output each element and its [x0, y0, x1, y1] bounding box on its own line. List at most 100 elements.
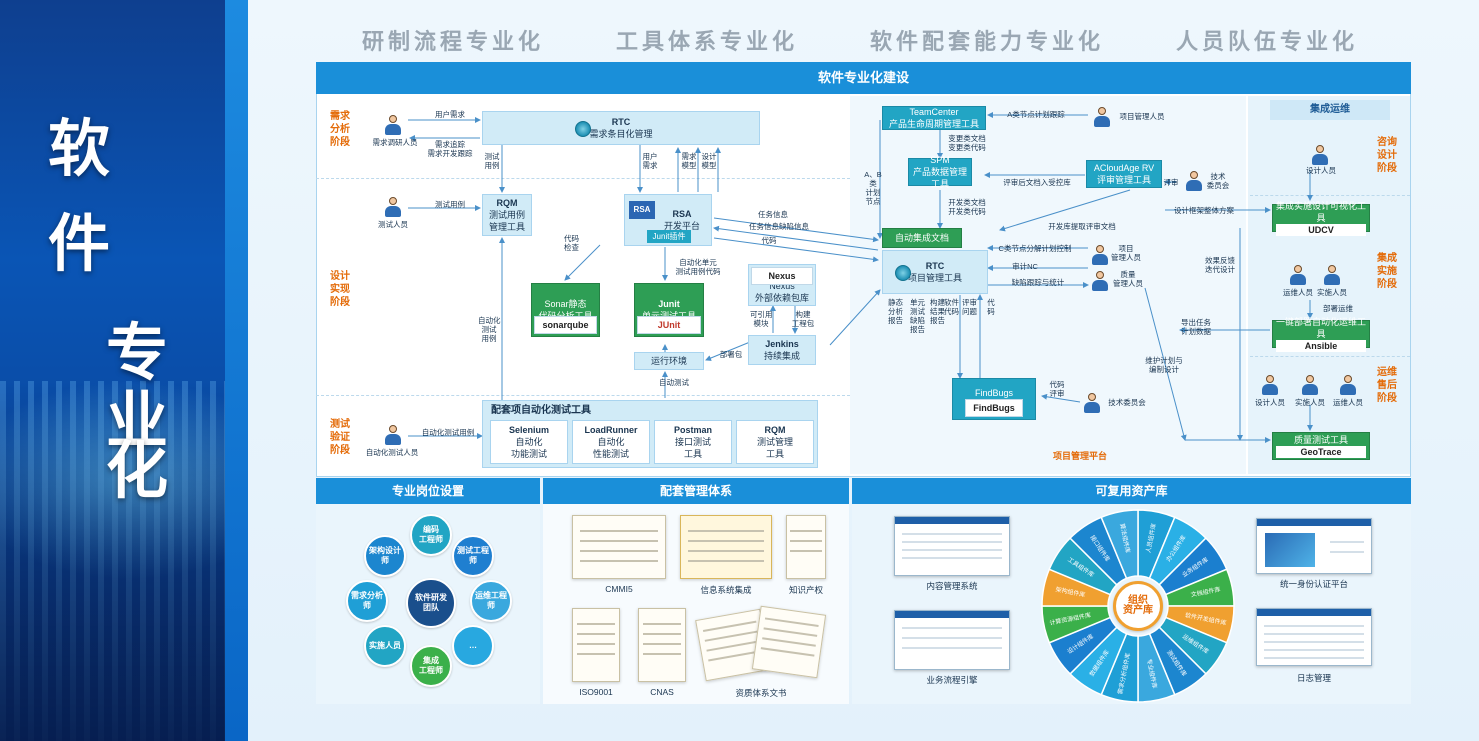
stage-ops-maint: 运维 售后 阶段 — [1377, 367, 1397, 404]
aclouage-subtitle: 评审管理工具 — [1096, 175, 1151, 185]
note-pkg-res: 构建 结果 报告 — [930, 298, 945, 325]
caption-integration: 信息系统集成 — [700, 585, 752, 595]
person-icon — [1090, 270, 1110, 292]
rqm-title: RQM — [496, 198, 518, 208]
stage-req: 需求 分析 阶段 — [330, 111, 350, 148]
ansible-title: 一键部署自动化运维工具 — [1275, 317, 1366, 339]
ansible-box: 一键部署自动化运维工具 Ansible — [1272, 317, 1370, 352]
rtc-req-box: RTC 需求条目化管理 — [482, 111, 760, 145]
tool-sub1: 自动化 — [515, 437, 543, 447]
person-icon — [383, 114, 403, 136]
loadrunner-tool: LoadRunner 自动化 性能测试 — [572, 420, 650, 464]
title-char-4: 业 — [106, 384, 169, 457]
asset-wheel-segment — [1100, 509, 1139, 580]
teamcenter-title: TeamCenter — [909, 107, 959, 117]
rqm-line2: 测试用例 — [488, 210, 525, 220]
tool-sub2: 功能测试 — [510, 449, 547, 459]
caption-system-docs: 资质体系文书 — [735, 688, 787, 698]
postman-tool: Postman 接口测试 工具 — [654, 420, 732, 464]
person-icon — [1310, 144, 1330, 166]
rqm-tool: RQM 测试管理 工具 — [736, 420, 814, 464]
slogan-3: 软件配套能力专业化 — [870, 29, 1105, 55]
note-auto-case: 自动化 测试 用例 — [478, 316, 501, 343]
person-icon — [1288, 264, 1308, 286]
label-quality: 质量 管理人员 — [1113, 270, 1143, 288]
note-ab-plan: A、B 类 计划 节点 — [864, 170, 882, 206]
note-static-analysis: 静态 分析 报告 — [888, 298, 903, 325]
nexus-box: Nexus Nexus 外部依赖包库 — [748, 264, 816, 306]
caption-cmmi: CMMI5 — [605, 584, 633, 594]
junit-logo: JUnit — [637, 316, 701, 334]
divider-ops2 — [1250, 356, 1410, 357]
note-deploy-ops: 部署运维 — [1323, 304, 1353, 313]
title-char-2: 件 — [48, 207, 111, 280]
sonarqube-logo: sonarqube — [534, 316, 597, 334]
nexus-title: Nexus — [769, 281, 795, 291]
note-code-r: 代码 — [987, 298, 995, 316]
iso-certificate — [572, 608, 620, 682]
label-tech-committee2: 技术委员会 — [1108, 398, 1146, 407]
divider-test — [316, 395, 850, 396]
findbugs-logo: FindBugs — [965, 399, 1023, 417]
note-code-check: 代码 检查 — [564, 234, 579, 252]
person-icon — [1300, 374, 1320, 396]
note-user-req: 用户需求 — [435, 110, 465, 119]
label-m-maintainer: 运维人员 — [1333, 398, 1363, 407]
tool-sub1: 测试管理 — [756, 437, 793, 447]
note-review-doc: 评审后文档入受控库 — [1003, 178, 1071, 187]
caption-iso: ISO9001 — [579, 687, 613, 697]
note-design-plan: 设计框架整体方案 — [1174, 206, 1234, 215]
udcv-title: 集成实施设计可视化工具 — [1275, 201, 1366, 223]
caption-ip: 知识产权 — [788, 585, 823, 595]
rtc-req-subtitle: 需求条目化管理 — [589, 129, 653, 139]
cms-screenshot — [894, 516, 1010, 576]
tool-sub2: 性能测试 — [592, 449, 629, 459]
note-rtc-rqm: 测试 用例 — [484, 152, 500, 170]
geotrace-title: 质量测试工具 — [1293, 435, 1348, 445]
caption-log: 日志管理 — [1296, 673, 1331, 683]
label-tech-committee: 技术 委员会 — [1206, 172, 1230, 190]
tool-sub2: 工具 — [765, 449, 784, 459]
tool-name: RQM — [764, 425, 786, 435]
sso-screenshot — [1256, 518, 1372, 574]
workflow-screenshot — [894, 610, 1010, 670]
rqm-line3: 管理工具 — [488, 222, 525, 232]
role-implementer: 实施人员 — [364, 625, 406, 667]
note-unit-res: 单元 测试 缺陷 报告 — [910, 298, 925, 334]
findbugs-title: FindBugs — [974, 388, 1014, 398]
person-icon — [1260, 374, 1280, 396]
person-icon — [1322, 264, 1342, 286]
note-defect-stat: 缺陷跟踪与统计 — [1011, 278, 1065, 287]
note-audit: 审计NC — [1012, 262, 1038, 271]
rqm-case-box: RQM 测试用例 管理工具 — [482, 194, 532, 236]
cmmi-certificate — [572, 515, 666, 579]
note-req-trace: 需求追踪 需求开发跟踪 — [427, 140, 473, 158]
person-icon — [1082, 392, 1102, 414]
note-test-case: 测试用例 — [435, 200, 465, 209]
role-architect: 架构设计师 — [364, 535, 406, 577]
assets-header: 可复用资产库 — [852, 478, 1411, 504]
system-doc-2 — [751, 605, 827, 679]
ops-zone-title: 集成运维 — [1270, 100, 1390, 120]
doc-gen-box: 自动集成文档 — [882, 228, 962, 248]
teamcenter-box: TeamCenter 产品生命周期管理工具 — [882, 106, 986, 130]
tool-sub1: 自动化 — [597, 437, 625, 447]
label-auto-tester: 自动化测试人员 — [365, 448, 419, 457]
person-icon — [383, 196, 403, 218]
note-dev-req: 开发库提取评审文档 — [1048, 222, 1116, 231]
left-title-panel: 软 件 专 业 化 — [0, 0, 248, 741]
note-dev-doc: 开发类文档 开发类代码 — [948, 198, 986, 216]
note-jar: 可引用 模块 — [750, 310, 773, 328]
spm-box: SPM 产品数据管理工具 — [908, 155, 972, 189]
note-deploy: 部署包 — [719, 350, 743, 359]
teamcenter-subtitle: 产品生命周期管理工具 — [888, 119, 979, 129]
project-platform-label: 项目管理平台 — [1052, 451, 1107, 461]
jenkins-title: Jenkins — [765, 339, 799, 349]
role-analyst: 需求分析师 — [346, 580, 388, 622]
role-more: … — [452, 625, 494, 667]
note-sw-code: 软件 代码 — [944, 298, 959, 316]
junit-title: Junit — [658, 299, 680, 309]
rtc-pm-subtitle: 项目管理工具 — [907, 273, 962, 283]
